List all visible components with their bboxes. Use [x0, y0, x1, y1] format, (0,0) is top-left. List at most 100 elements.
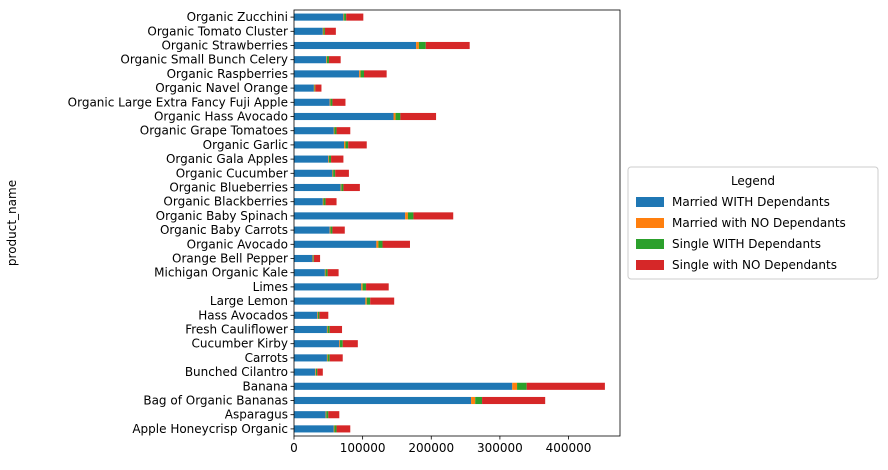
y-tick-label: Organic Tomato Cluster	[147, 24, 288, 38]
legend-box	[627, 166, 879, 280]
y-tick-label: Organic Grape Tomatoes	[140, 124, 288, 138]
bar-hass-avocados-married-with-dependants	[294, 311, 318, 319]
bar-limes-married-with-dependants	[294, 283, 362, 291]
bar-organic-zucchini-married-with-dependants	[294, 13, 344, 21]
y-tick-label: Organic Blueberries	[169, 181, 288, 195]
legend-swatch-married-with-dependants	[636, 197, 664, 207]
y-tick-label: Bunched Cilantro	[185, 365, 288, 379]
bar-organic-raspberries-married-with-no-dependants	[359, 70, 361, 78]
bar-organic-small-bunch-celery-single-with-dependants	[326, 56, 329, 64]
bar-organic-zucchini-single-with-no-dependants	[346, 13, 364, 21]
bar-banana-married-with-dependants	[294, 382, 513, 390]
bar-cucumber-kirby-married-with-no-dependants	[339, 340, 340, 348]
bar-orange-bell-pepper-married-with-dependants	[294, 254, 313, 263]
legend-swatch-married-with-no-dependants	[636, 218, 664, 228]
bar-organic-baby-spinach-single-with-dependants	[407, 212, 414, 220]
bar-organic-blackberries-single-with-dependants	[323, 198, 326, 206]
bar-bag-of-organic-bananas-single-with-dependants	[475, 396, 483, 405]
bar-organic-baby-spinach-married-with-no-dependants	[405, 212, 408, 220]
legend-entry-label: Single WITH Dependants	[672, 237, 821, 251]
x-tick-label: 400000	[546, 441, 592, 455]
y-tick-label: Organic Avocado	[187, 237, 288, 251]
bar-hass-avocados-single-with-no-dependants	[319, 311, 329, 319]
bar-banana-single-with-no-dependants	[526, 382, 605, 390]
bar-organic-garlic-single-with-no-dependants	[348, 141, 367, 149]
bar-organic-blackberries-single-with-no-dependants	[325, 198, 337, 206]
bar-organic-navel-orange-married-with-no-dependants	[313, 84, 315, 92]
y-tick-label: Orange Bell Pepper	[172, 252, 288, 266]
bar-organic-garlic-married-with-dependants	[294, 141, 345, 149]
bar-organic-garlic-single-with-dependants	[345, 141, 349, 149]
bar-fresh-cauliflower-married-with-no-dependants	[326, 325, 328, 334]
bars-layer	[294, 13, 605, 433]
bar-bag-of-organic-bananas-married-with-dependants	[294, 396, 472, 405]
bar-hass-avocados-married-with-no-dependants	[317, 311, 319, 319]
bar-organic-strawberries-single-with-no-dependants	[425, 41, 470, 50]
bar-organic-raspberries-single-with-dependants	[360, 70, 364, 78]
legend-entry-label: Single with NO Dependants	[672, 258, 837, 272]
bar-organic-large-extra-fancy-fuji-apple-married-with-dependants	[294, 98, 330, 106]
bar-organic-large-extra-fancy-fuji-apple-single-with-no-dependants	[332, 98, 346, 106]
y-tick-label: Fresh Cauliflower	[185, 323, 288, 337]
bar-fresh-cauliflower-single-with-dependants	[327, 325, 330, 334]
y-tick-label: Hass Avocados	[198, 308, 288, 322]
legend-swatch-single-with-dependants	[636, 239, 664, 249]
bar-organic-gala-apples-single-with-no-dependants	[331, 155, 344, 163]
y-tick-label: Carrots	[245, 351, 288, 365]
bar-organic-cucumber-married-with-dependants	[294, 169, 333, 177]
y-tick-label: Michigan Organic Kale	[154, 266, 288, 280]
bar-orange-bell-pepper-single-with-no-dependants	[313, 254, 321, 263]
bar-organic-large-extra-fancy-fuji-apple-single-with-dependants	[330, 98, 333, 106]
bar-michigan-organic-kale-single-with-no-dependants	[327, 269, 339, 277]
bar-organic-hass-avocado-single-with-dependants	[395, 112, 401, 121]
bar-apple-honeycrisp-organic-married-with-no-dependants	[333, 425, 335, 433]
x-tick-label: 100000	[340, 441, 386, 455]
y-tick-label: Organic Baby Spinach	[156, 209, 288, 223]
bar-carrots-married-with-dependants	[294, 354, 327, 362]
y-tick-label: Banana	[242, 379, 288, 393]
bar-organic-avocado-married-with-no-dependants	[376, 240, 379, 248]
bar-large-lemon-single-with-no-dependants	[370, 297, 395, 305]
bar-organic-gala-apples-single-with-dependants	[329, 155, 332, 163]
bar-fresh-cauliflower-married-with-dependants	[294, 325, 327, 334]
bar-organic-blueberries-married-with-no-dependants	[340, 183, 342, 192]
y-tick-label: Large Lemon	[210, 294, 288, 308]
plot-frame	[293, 9, 621, 437]
bar-cucumber-kirby-single-with-dependants	[339, 340, 343, 348]
bar-organic-navel-orange-single-with-dependants	[314, 84, 316, 92]
bar-limes-single-with-no-dependants	[366, 283, 389, 291]
bar-organic-zucchini-married-with-no-dependants	[343, 13, 345, 21]
bar-organic-small-bunch-celery-married-with-dependants	[294, 56, 327, 64]
y-tick-label: Organic Navel Orange	[155, 81, 288, 95]
bar-organic-grape-tomatoes-single-with-no-dependants	[336, 127, 351, 135]
bar-organic-grape-tomatoes-married-with-dependants	[294, 127, 334, 135]
y-tick-label: Organic Garlic	[203, 138, 288, 152]
bar-organic-blueberries-single-with-no-dependants	[343, 183, 360, 192]
bar-organic-gala-apples-married-with-no-dependants	[328, 155, 330, 163]
x-tick-label: 200000	[408, 441, 454, 455]
bar-organic-blueberries-married-with-dependants	[294, 183, 341, 192]
y-tick-label: Limes	[253, 280, 288, 294]
bar-michigan-organic-kale-married-with-no-dependants	[324, 269, 326, 277]
x-axis: 0 100000 200000 300000 400000	[290, 436, 591, 455]
bar-organic-baby-spinach-married-with-dependants	[294, 212, 406, 220]
bar-organic-grape-tomatoes-married-with-no-dependants	[333, 127, 335, 135]
y-axis-label: product_name	[5, 180, 19, 266]
bar-limes-single-with-dependants	[362, 283, 367, 291]
bar-organic-blackberries-married-with-no-dependants	[322, 198, 324, 206]
y-tick-label: Organic Hass Avocado	[154, 110, 288, 124]
y-tick-label: Organic Small Bunch Celery	[120, 53, 288, 67]
legend-title: Legend	[731, 174, 775, 188]
bar-organic-zucchini-single-with-dependants	[344, 13, 347, 21]
bar-bunched-cilantro-married-with-no-dependants	[315, 368, 316, 376]
bar-organic-grape-tomatoes-single-with-dependants	[334, 127, 337, 135]
bar-organic-avocado-single-with-dependants	[378, 240, 383, 248]
y-tick-label: Organic Baby Carrots	[160, 223, 288, 237]
bar-organic-blueberries-single-with-dependants	[341, 183, 344, 192]
bar-asparagus-single-with-no-dependants	[328, 411, 340, 419]
bar-bag-of-organic-bananas-married-with-no-dependants	[471, 396, 476, 405]
bar-organic-baby-carrots-married-with-no-dependants	[329, 226, 331, 234]
bar-organic-cucumber-single-with-dependants	[333, 169, 336, 177]
